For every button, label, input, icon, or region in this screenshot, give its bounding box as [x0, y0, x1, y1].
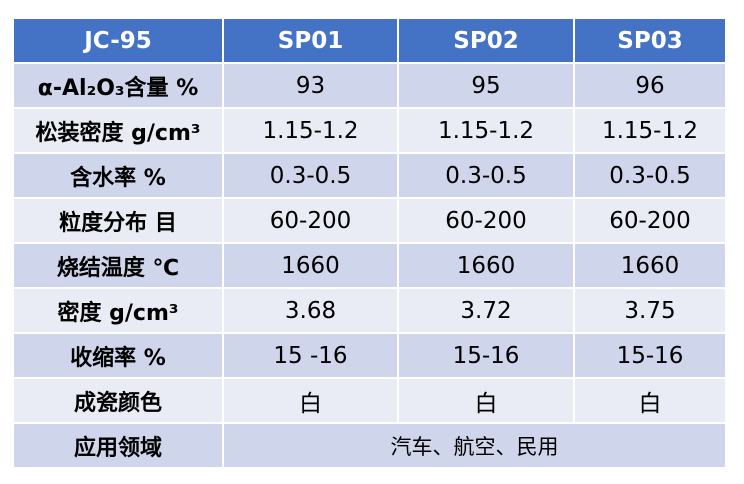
row-label-moisture: 含水率 %	[12, 152, 224, 199]
table-cell: 1660	[573, 242, 727, 289]
table-cell: 93	[222, 62, 399, 109]
header-row: JC-95 SP01 SP02 SP03	[12, 17, 727, 64]
table-cell: 1660	[397, 242, 575, 289]
row-label-sintering-temp: 烧结温度 ℃	[12, 242, 224, 289]
header-cell-sp03: SP03	[573, 17, 727, 64]
table-cell: 3.75	[573, 287, 727, 334]
table-row: 含水率 % 0.3-0.5 0.3-0.5 0.3-0.5	[12, 152, 727, 199]
row-label-alumina-content: α-Al₂O₃含量 %	[12, 62, 224, 109]
table-row: 收缩率 % 15 -16 15-16 15-16	[12, 332, 727, 379]
table-cell: 1.15-1.2	[222, 107, 399, 154]
table-cell: 3.72	[397, 287, 575, 334]
table-cell: 3.68	[222, 287, 399, 334]
table-row: α-Al₂O₃含量 % 93 95 96	[12, 62, 727, 109]
row-label-shrinkage: 收缩率 %	[12, 332, 224, 379]
table-row: 烧结温度 ℃ 1660 1660 1660	[12, 242, 727, 289]
table-cell: 0.3-0.5	[397, 152, 575, 199]
table-cell: 0.3-0.5	[222, 152, 399, 199]
table-cell: 白	[397, 377, 575, 424]
table-cell: 60-200	[222, 197, 399, 244]
row-label-particle-size: 粒度分布 目	[12, 197, 224, 244]
table-row: 密度 g/cm³ 3.68 3.72 3.75	[12, 287, 727, 334]
table-cell: 15-16	[573, 332, 727, 379]
table-cell: 15-16	[397, 332, 575, 379]
row-label-density: 密度 g/cm³	[12, 287, 224, 334]
table-cell: 96	[573, 62, 727, 109]
table-cell: 0.3-0.5	[573, 152, 727, 199]
application-value: 汽车、航空、民用	[222, 422, 727, 469]
table-cell: 1.15-1.2	[397, 107, 575, 154]
row-label-bulk-density: 松装密度 g/cm³	[12, 107, 224, 154]
row-label-porcelain-color: 成瓷颜色	[12, 377, 224, 424]
table-cell: 1.15-1.2	[573, 107, 727, 154]
table-cell: 60-200	[397, 197, 575, 244]
spec-table: JC-95 SP01 SP02 SP03 α-Al₂O₃含量 % 93 95 9…	[12, 17, 727, 469]
table-row: 成瓷颜色 白 白 白	[12, 377, 727, 424]
header-cell-model: JC-95	[12, 17, 224, 64]
table-cell: 1660	[222, 242, 399, 289]
table-cell: 95	[397, 62, 575, 109]
table-cell: 白	[222, 377, 399, 424]
header-cell-sp01: SP01	[222, 17, 399, 64]
table-row: 松装密度 g/cm³ 1.15-1.2 1.15-1.2 1.15-1.2	[12, 107, 727, 154]
header-cell-sp02: SP02	[397, 17, 575, 64]
row-label-application: 应用领域	[12, 422, 224, 469]
table-row: 应用领域 汽车、航空、民用	[12, 422, 727, 469]
table-cell: 15 -16	[222, 332, 399, 379]
table-row: 粒度分布 目 60-200 60-200 60-200	[12, 197, 727, 244]
table-cell: 白	[573, 377, 727, 424]
table-cell: 60-200	[573, 197, 727, 244]
